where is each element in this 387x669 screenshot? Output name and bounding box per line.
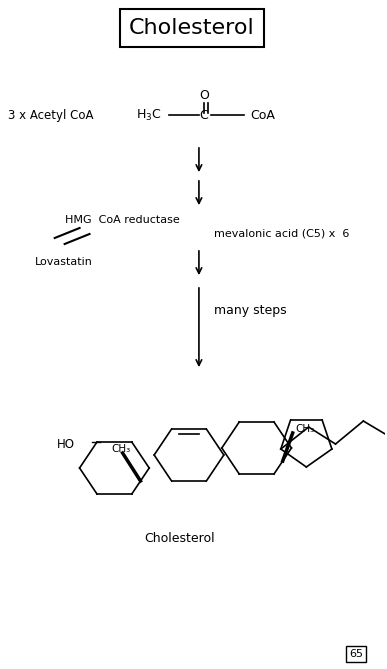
Text: 65: 65 <box>349 649 363 659</box>
Text: Lovastatin: Lovastatin <box>35 257 93 267</box>
Text: mevalonic acid (C5) x  6: mevalonic acid (C5) x 6 <box>214 228 349 238</box>
Text: CH₃: CH₃ <box>111 444 130 454</box>
Text: Cholesterol: Cholesterol <box>144 531 215 545</box>
Text: H$_3$C: H$_3$C <box>136 108 162 122</box>
Text: HO: HO <box>57 438 75 450</box>
Text: CH₃: CH₃ <box>296 424 315 434</box>
Text: 3 x Acetyl CoA: 3 x Acetyl CoA <box>8 108 93 122</box>
Text: CoA: CoA <box>251 108 276 122</box>
Text: C: C <box>200 108 208 122</box>
Text: O: O <box>199 88 209 102</box>
Text: many steps: many steps <box>214 304 286 316</box>
Text: Cholesterol: Cholesterol <box>129 18 255 38</box>
Text: HMG  CoA reductase: HMG CoA reductase <box>65 215 180 225</box>
